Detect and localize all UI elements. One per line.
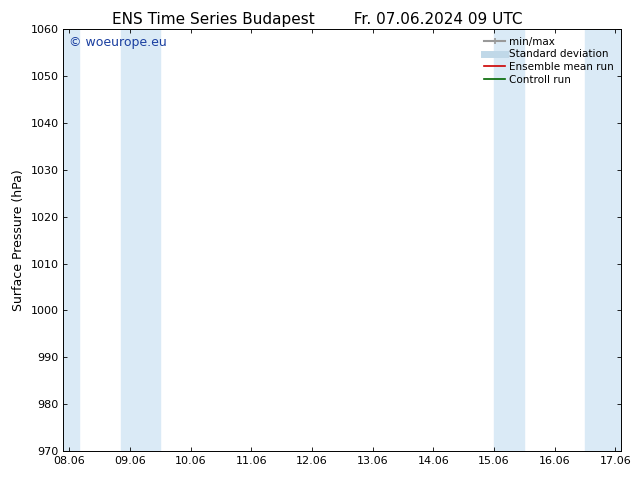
Text: ENS Time Series Budapest        Fr. 07.06.2024 09 UTC: ENS Time Series Budapest Fr. 07.06.2024 … (112, 12, 522, 27)
Text: © woeurope.eu: © woeurope.eu (69, 36, 167, 49)
Bar (63, 29, 79, 451)
Bar (585, 29, 621, 451)
Y-axis label: Surface Pressure (hPa): Surface Pressure (hPa) (12, 169, 25, 311)
Bar (121, 29, 160, 451)
Legend: min/max, Standard deviation, Ensemble mean run, Controll run: min/max, Standard deviation, Ensemble me… (482, 35, 616, 87)
Bar (494, 29, 524, 451)
